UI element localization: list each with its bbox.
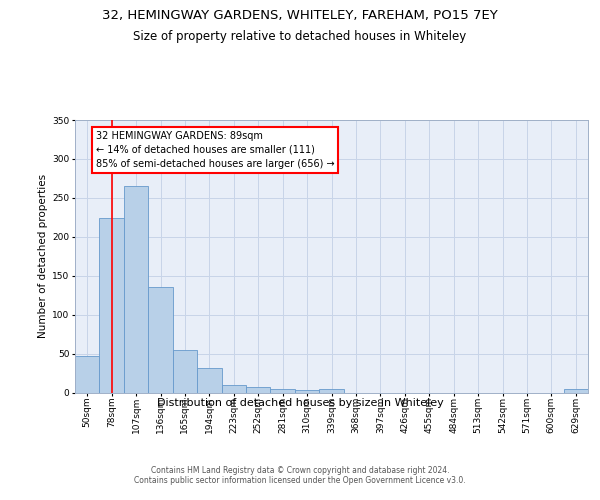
Bar [124,186,148,392]
Bar [197,368,221,392]
Bar [75,356,100,393]
Text: 32 HEMINGWAY GARDENS: 89sqm
← 14% of detached houses are smaller (111)
85% of se: 32 HEMINGWAY GARDENS: 89sqm ← 14% of det… [96,131,334,169]
Bar [319,390,344,392]
Y-axis label: Number of detached properties: Number of detached properties [38,174,48,338]
Bar [173,350,197,393]
Text: Distribution of detached houses by size in Whiteley: Distribution of detached houses by size … [157,398,443,407]
Bar [271,390,295,392]
Bar [563,390,588,392]
Bar [100,218,124,392]
Text: Size of property relative to detached houses in Whiteley: Size of property relative to detached ho… [133,30,467,43]
Text: 32, HEMINGWAY GARDENS, WHITELEY, FAREHAM, PO15 7EY: 32, HEMINGWAY GARDENS, WHITELEY, FAREHAM… [102,8,498,22]
Bar [221,386,246,392]
Text: Contains HM Land Registry data © Crown copyright and database right 2024.
Contai: Contains HM Land Registry data © Crown c… [134,466,466,485]
Bar [295,390,319,392]
Bar [148,288,173,393]
Bar [246,387,271,392]
